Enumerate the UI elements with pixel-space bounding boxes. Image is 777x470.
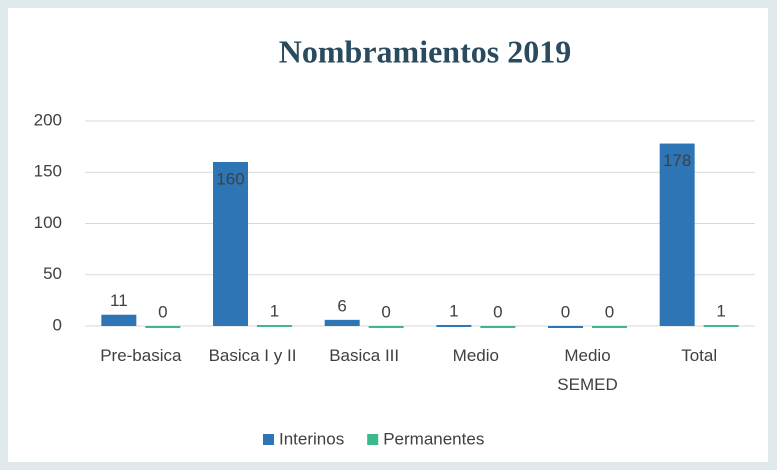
bar [659, 143, 695, 326]
data-label: 1 [270, 301, 279, 320]
x-tick-label: Basica I y II [209, 346, 297, 365]
bar [548, 326, 583, 328]
bar [368, 326, 404, 328]
x-tick-label: Pre-basica [100, 346, 182, 365]
chart-title: Nombramientos 2019 [279, 33, 571, 69]
y-tick-label: 200 [34, 110, 62, 129]
bar [592, 326, 627, 328]
data-label: 160 [216, 169, 244, 188]
data-label: 1 [449, 301, 458, 320]
y-tick-label: 150 [34, 162, 62, 181]
bar [480, 326, 516, 328]
data-label: 0 [605, 302, 614, 321]
legend-swatch [263, 434, 274, 445]
bar [436, 324, 472, 327]
bar [257, 324, 292, 327]
data-label: 0 [158, 302, 167, 321]
data-label: 178 [663, 151, 691, 170]
x-tick-label: Medio SEMED [557, 346, 617, 394]
data-label: 11 [110, 291, 128, 310]
data-label: 0 [493, 302, 502, 321]
y-tick-label: 50 [43, 264, 62, 283]
x-tick-label: Medio [453, 346, 499, 365]
y-tick-label: 0 [53, 315, 62, 334]
data-label: 6 [337, 296, 346, 315]
bar [213, 162, 248, 326]
data-label: 0 [381, 302, 390, 321]
x-tick-label: Basica III [329, 346, 399, 365]
legend-label: Interinos [279, 429, 344, 448]
legend-swatch [367, 434, 379, 445]
y-tick-label: 100 [34, 213, 62, 232]
bar [324, 319, 360, 326]
x-tick-label: Total [681, 346, 717, 365]
bar [145, 326, 181, 328]
data-label: 1 [716, 301, 725, 320]
bar [703, 324, 739, 327]
chart-panel [8, 8, 768, 462]
legend-label: Permanentes [383, 429, 484, 448]
bar [101, 314, 137, 326]
data-label: 0 [561, 302, 570, 321]
